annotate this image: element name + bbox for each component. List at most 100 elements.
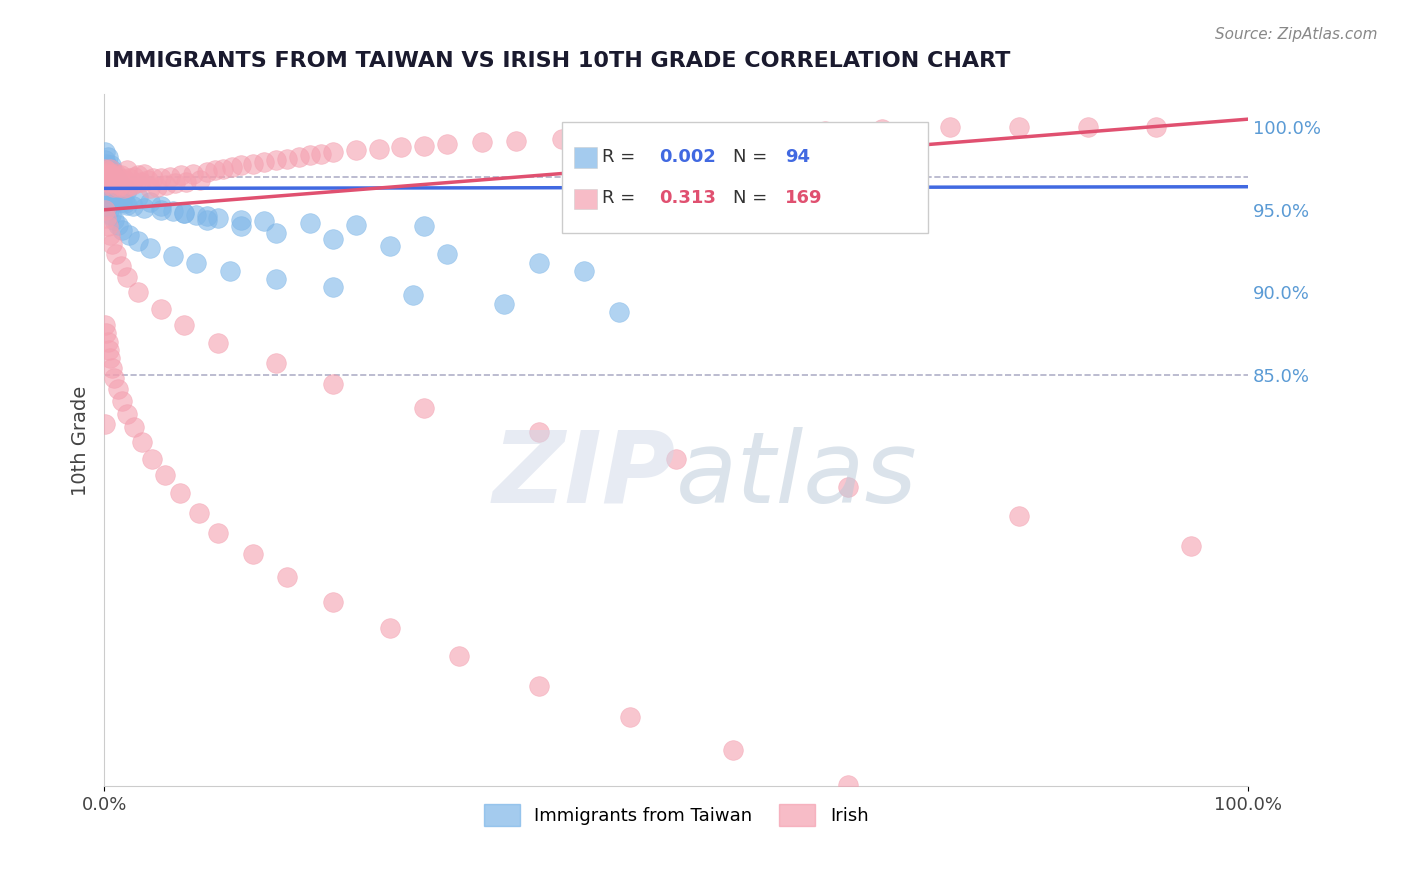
Point xyxy=(596,130,619,145)
Point xyxy=(94,178,117,192)
Point xyxy=(870,122,893,136)
Point xyxy=(447,649,470,664)
Point xyxy=(96,167,118,181)
Point xyxy=(837,778,859,792)
Point xyxy=(962,814,984,828)
Point xyxy=(322,377,344,392)
Point xyxy=(574,264,596,278)
Point xyxy=(141,451,163,466)
Point xyxy=(104,185,127,199)
Point xyxy=(103,188,125,202)
Point xyxy=(98,227,121,242)
Point xyxy=(129,175,152,189)
Point xyxy=(110,168,132,182)
Point xyxy=(104,167,127,181)
Point xyxy=(402,288,425,302)
Point xyxy=(527,425,550,440)
Point xyxy=(142,171,165,186)
Point xyxy=(97,186,120,201)
Point xyxy=(162,249,184,263)
Text: 0.313: 0.313 xyxy=(659,189,716,207)
Point xyxy=(231,212,253,227)
Point xyxy=(527,679,550,693)
Point xyxy=(107,186,129,201)
Point xyxy=(103,212,125,227)
Point xyxy=(100,158,122,172)
Point xyxy=(101,163,124,178)
Point xyxy=(231,158,253,172)
Point xyxy=(115,183,138,197)
Point xyxy=(114,173,136,187)
Point xyxy=(101,237,124,252)
Point xyxy=(134,201,156,215)
Point xyxy=(155,178,177,192)
Point xyxy=(118,171,141,186)
Point xyxy=(150,171,173,186)
Text: 0.002: 0.002 xyxy=(659,148,716,166)
Point xyxy=(139,181,162,195)
Point xyxy=(150,202,173,217)
Point xyxy=(125,177,148,191)
Point xyxy=(100,179,122,194)
Point xyxy=(115,198,138,212)
Point xyxy=(94,318,117,332)
Point xyxy=(756,125,779,139)
Point xyxy=(94,161,117,176)
Point xyxy=(643,128,665,143)
Text: N =: N = xyxy=(733,189,773,207)
Point xyxy=(97,334,120,349)
Point xyxy=(413,138,436,153)
Point xyxy=(173,318,195,332)
Point xyxy=(98,168,121,182)
FancyBboxPatch shape xyxy=(574,147,598,168)
Point xyxy=(111,175,134,189)
Point xyxy=(105,173,128,187)
Point xyxy=(98,161,121,176)
Point xyxy=(96,163,118,178)
Point xyxy=(264,356,287,370)
Point xyxy=(108,171,131,186)
Point xyxy=(111,393,134,408)
Point xyxy=(195,212,218,227)
Point xyxy=(184,255,207,269)
Point xyxy=(108,178,131,192)
Point xyxy=(153,468,176,483)
Point xyxy=(96,173,118,187)
Point xyxy=(97,161,120,176)
Point xyxy=(97,178,120,192)
Point xyxy=(311,146,333,161)
Point xyxy=(163,177,186,191)
Point xyxy=(195,165,218,179)
Point xyxy=(94,167,117,181)
Point xyxy=(550,132,572,146)
Point xyxy=(170,168,193,182)
Point xyxy=(378,239,401,253)
Point xyxy=(97,343,120,357)
Point xyxy=(150,301,173,316)
Text: R =: R = xyxy=(602,189,647,207)
Point xyxy=(322,595,344,609)
Point xyxy=(97,181,120,195)
Point xyxy=(97,200,120,214)
Point xyxy=(1008,120,1031,135)
Point xyxy=(188,173,211,187)
Point xyxy=(276,570,298,584)
Point xyxy=(111,222,134,236)
Point xyxy=(101,185,124,199)
Point xyxy=(94,202,117,217)
Point xyxy=(97,165,120,179)
Point xyxy=(97,219,120,234)
Point xyxy=(104,247,127,261)
Point xyxy=(110,259,132,273)
Point xyxy=(413,219,436,234)
Point xyxy=(104,171,127,186)
Point xyxy=(103,178,125,192)
Point xyxy=(298,216,321,230)
Point xyxy=(470,135,492,149)
Point xyxy=(837,480,859,494)
Point xyxy=(607,305,630,319)
Text: R =: R = xyxy=(602,148,641,166)
Point xyxy=(139,241,162,255)
Point xyxy=(97,160,120,174)
Point xyxy=(162,204,184,219)
